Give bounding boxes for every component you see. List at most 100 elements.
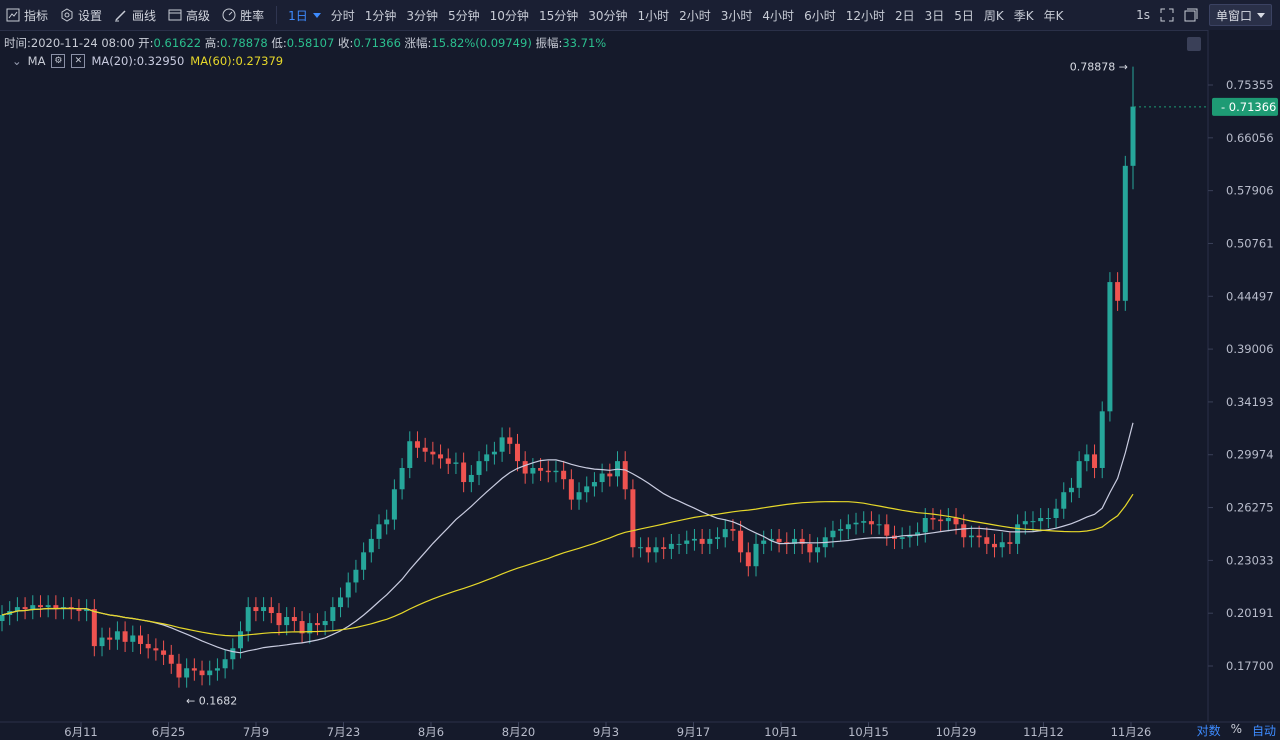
draw-line-button[interactable]: 画线 [108, 0, 162, 30]
candle-body [584, 486, 590, 493]
candle-body [314, 623, 320, 626]
ma20-line [1, 422, 1134, 654]
candle-body [214, 668, 220, 671]
candle-body [491, 451, 497, 455]
interval-5[interactable]: 10分钟 [485, 0, 534, 30]
interval-14[interactable]: 2日 [890, 0, 920, 30]
indicator-close-icon[interactable]: ✕ [71, 54, 86, 68]
ma20-legend: MA(20):0.32950 [91, 54, 185, 68]
toolbar-divider [276, 6, 278, 24]
interval-label: 5分钟 [448, 8, 480, 23]
collapse-chevron-icon[interactable]: ⌄ [12, 54, 22, 68]
interval-6[interactable]: 15分钟 [534, 0, 583, 30]
interval-12[interactable]: 6小时 [799, 0, 841, 30]
fullscreen-icon[interactable] [1155, 0, 1179, 30]
candle-body [907, 535, 913, 538]
candle-body [461, 462, 467, 483]
interval-2[interactable]: 1分钟 [360, 0, 402, 30]
indicator-settings-icon[interactable]: ⚙ [51, 54, 66, 68]
open-value: 0.61622 [153, 36, 202, 50]
advanced-button[interactable]: 高级 [162, 0, 216, 30]
candle-body [338, 597, 344, 608]
indicator-button[interactable]: 指标 [0, 0, 54, 30]
win-rate-icon [222, 8, 236, 22]
y-tick-label: 0.66056 [1226, 131, 1274, 145]
interval-7[interactable]: 30分钟 [583, 0, 632, 30]
change-label: 涨幅: [404, 36, 432, 50]
candle-body [1053, 508, 1059, 518]
interval-label: 6小时 [804, 8, 836, 23]
chart-tools-icon[interactable] [1187, 37, 1201, 51]
candle-body [238, 631, 244, 649]
candle-body [299, 621, 305, 634]
interval-label: 12小时 [845, 8, 885, 23]
interval-9[interactable]: 2小时 [674, 0, 716, 30]
time-label: 时间: [4, 36, 31, 50]
price-chart[interactable]: 0.75355 0.66056 0.57906 0.50761 0.44497 0.390… [0, 30, 1280, 740]
percent-scale-toggle[interactable]: % [1230, 722, 1242, 736]
win-rate-button[interactable]: 胜率 [216, 0, 270, 30]
interval-16[interactable]: 5日 [949, 0, 979, 30]
candle-body [445, 458, 451, 464]
y-tick-label: 0.44497 [1226, 289, 1274, 303]
interval-8[interactable]: 1小时 [633, 0, 675, 30]
interval-11[interactable]: 4小时 [757, 0, 799, 30]
interval-4[interactable]: 5分钟 [443, 0, 485, 30]
candle-body [568, 479, 574, 500]
current-price-label: - 0.71366 [1221, 100, 1276, 114]
candle-body [791, 538, 797, 544]
auto-scale-toggle[interactable]: 自动 [1251, 724, 1276, 738]
candle-body [999, 542, 1005, 548]
refresh-rate[interactable]: 1s [1136, 8, 1150, 22]
candle-body [953, 517, 959, 525]
candle-body [753, 543, 759, 567]
candle-body [861, 521, 867, 523]
candle-body [561, 470, 567, 480]
candle-body [807, 543, 813, 553]
candle-body [330, 607, 336, 622]
low-label: 低: [271, 36, 287, 50]
x-tick-label: 11月12 [1023, 725, 1064, 739]
candle-body [745, 552, 751, 567]
candle-body [99, 637, 105, 647]
candle-body [884, 524, 890, 536]
candle-body [838, 529, 844, 531]
candle-body [730, 529, 736, 531]
toolbar-right: 1s 单窗口 [1131, 0, 1280, 30]
candle-body [430, 451, 436, 455]
interval-10[interactable]: 3小时 [716, 0, 758, 30]
interval-15[interactable]: 3日 [920, 0, 950, 30]
log-scale-toggle[interactable]: 对数 [1196, 724, 1221, 738]
candle-body [530, 467, 536, 474]
time-value: 2020-11-24 08:00 [30, 36, 135, 50]
restore-icon[interactable] [1179, 0, 1203, 30]
candle-body [691, 538, 697, 541]
ma60-line [1, 493, 1134, 637]
interval-18[interactable]: 季K [1009, 0, 1039, 30]
x-tick-label: 11月26 [1111, 725, 1152, 739]
candle-body [53, 605, 59, 610]
interval-0[interactable]: 1日 [283, 0, 326, 30]
interval-label: 4小时 [762, 8, 795, 23]
candle-body [0, 615, 5, 622]
candle-body [945, 517, 951, 522]
x-tick-label: 8月20 [502, 725, 535, 739]
interval-1[interactable]: 分时 [326, 0, 360, 30]
interval-3[interactable]: 3分钟 [401, 0, 443, 30]
x-tick-label: 6月25 [152, 725, 185, 739]
interval-13[interactable]: 12小时 [841, 0, 890, 30]
candle-body [638, 547, 644, 549]
low-value: 0.58107 [286, 36, 335, 50]
interval-19[interactable]: 年K [1039, 0, 1069, 30]
x-tick-label: 8月6 [418, 725, 444, 739]
settings-button[interactable]: 设置 [54, 0, 108, 30]
window-mode-dropdown[interactable]: 单窗口 [1208, 4, 1272, 26]
interval-label: 30分钟 [588, 8, 628, 23]
interval-17[interactable]: 周K [979, 0, 1009, 30]
candle-body [168, 654, 174, 664]
candle-body [184, 668, 190, 678]
x-tick-label: 9月3 [593, 725, 619, 739]
candle-body [1076, 461, 1082, 488]
candle-body [1122, 165, 1128, 301]
candle-body [45, 605, 51, 608]
